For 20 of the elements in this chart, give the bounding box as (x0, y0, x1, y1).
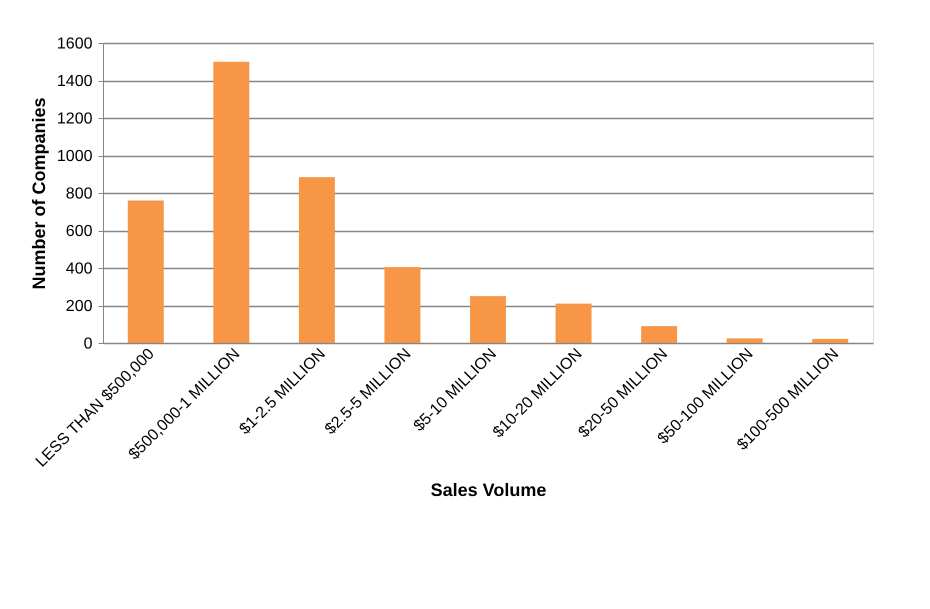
y-tick-label: 1000 (56, 148, 93, 165)
bar (556, 304, 592, 343)
bar (812, 338, 848, 343)
bar (128, 200, 164, 343)
y-tick-label: 1400 (56, 73, 93, 90)
bar (298, 177, 335, 343)
x-axis-title: Sales Volume (430, 480, 546, 500)
y-tick-label: 400 (66, 260, 93, 278)
y-tick-label: 0 (84, 336, 93, 352)
bar (726, 338, 763, 343)
y-tick-label: 1200 (56, 110, 93, 128)
bar (470, 296, 506, 343)
y-axis-title: Number of Companies (28, 97, 49, 290)
y-tick-label: 600 (66, 223, 93, 240)
bar (641, 326, 678, 343)
y-tick-label: 200 (66, 298, 93, 315)
bar (213, 62, 250, 343)
bar (384, 267, 420, 343)
y-tick-label: 1600 (56, 36, 93, 52)
y-tick-label: 800 (66, 186, 93, 202)
